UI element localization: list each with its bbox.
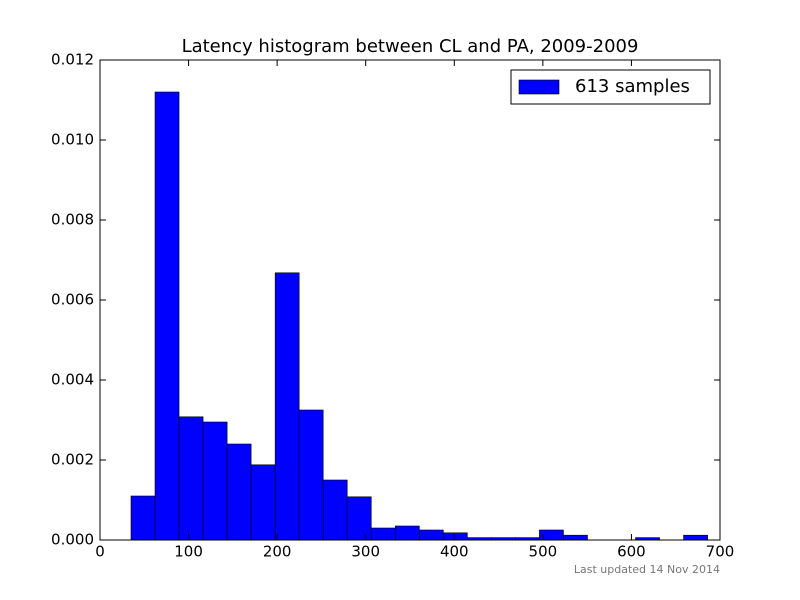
x-tick-label: 300 (351, 543, 380, 561)
x-tick-label: 600 (617, 543, 646, 561)
bar (250, 464, 276, 541)
bar (683, 534, 708, 541)
bar (154, 91, 180, 541)
bar (418, 529, 444, 541)
bar (370, 527, 396, 541)
bar (563, 534, 588, 541)
bar (346, 496, 372, 541)
y-tick-label: 0.006 (51, 291, 94, 309)
x-tick-label: 700 (706, 543, 735, 561)
x-tick-label: 200 (263, 543, 292, 561)
y-tick-label: 0.012 (51, 51, 94, 69)
y-tick-label: 0.008 (51, 211, 94, 229)
x-tick-label: 100 (174, 543, 203, 561)
bar (394, 525, 420, 541)
x-tick-label: 400 (440, 543, 469, 561)
bar (178, 416, 204, 541)
y-tick-label: 0.000 (51, 531, 94, 549)
bar (202, 421, 228, 541)
chart-title: Latency histogram between CL and PA, 200… (182, 36, 639, 57)
bar (443, 532, 468, 541)
y-tick-label: 0.010 (51, 131, 94, 149)
bar (322, 479, 348, 541)
footer: Last updated 14 Nov 2014 (574, 563, 720, 576)
y-tick-label: 0.004 (51, 371, 94, 389)
y-tick-label: 0.002 (51, 451, 94, 469)
x-tick-label: 500 (529, 543, 558, 561)
legend-swatch (518, 79, 560, 95)
legend-label: 613 samples (575, 76, 690, 97)
bar (274, 272, 300, 541)
bar (226, 443, 252, 541)
bar (130, 495, 156, 541)
x-tick-label: 0 (95, 543, 105, 561)
bar (298, 409, 324, 541)
